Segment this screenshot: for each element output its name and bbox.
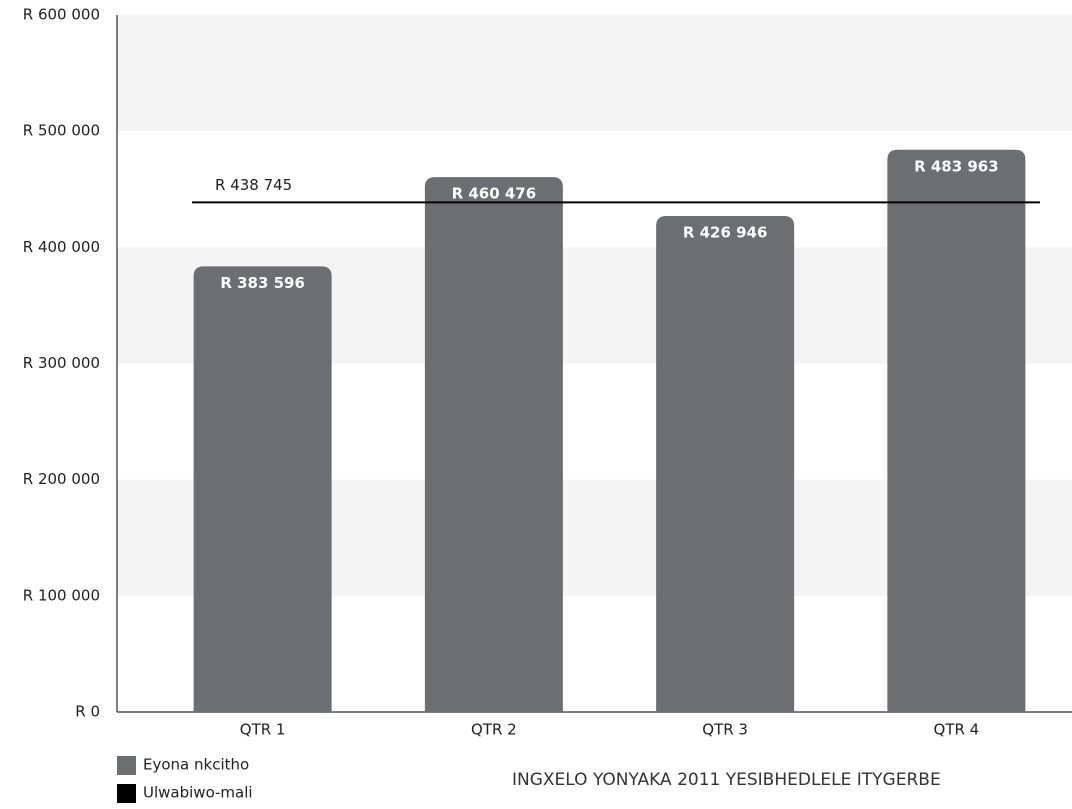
x-tick-label: QTR 4: [934, 721, 980, 739]
legend-swatch: [117, 756, 136, 775]
value-label: R 460 476: [452, 185, 537, 203]
value-label: R 483 963: [914, 157, 999, 175]
footer: INGXELO YONYAKA 2011 YESIBHEDLELE ITYGER…: [512, 770, 941, 790]
value-label: R 426 946: [683, 224, 768, 242]
reference-label: R 438 745: [215, 176, 292, 194]
y-tick-label: R 300 000: [23, 354, 100, 372]
y-tick-label: R 500 000: [23, 122, 100, 140]
value-label: R 383 596: [220, 274, 305, 292]
x-tick-label: QTR 1: [240, 721, 286, 739]
y-tick-label: R 600 000: [23, 6, 100, 24]
x-tick-label: QTR 2: [471, 721, 517, 739]
y-tick-label: R 400 000: [23, 238, 100, 256]
y-tick-label: R 200 000: [23, 470, 100, 488]
bar: [656, 216, 795, 712]
bar: [887, 149, 1026, 712]
y-tick-label: R 100 000: [23, 586, 100, 604]
bar: [424, 177, 563, 712]
legend-label: Eyona nkcitho: [143, 756, 249, 774]
x-tick-label: QTR 3: [702, 721, 748, 739]
grid-band: [117, 15, 1072, 132]
bar: [193, 266, 332, 712]
legend-swatch: [117, 784, 136, 803]
y-tick-label: R 0: [75, 703, 100, 721]
legend-label: Ulwabiwo-mali: [143, 784, 253, 802]
